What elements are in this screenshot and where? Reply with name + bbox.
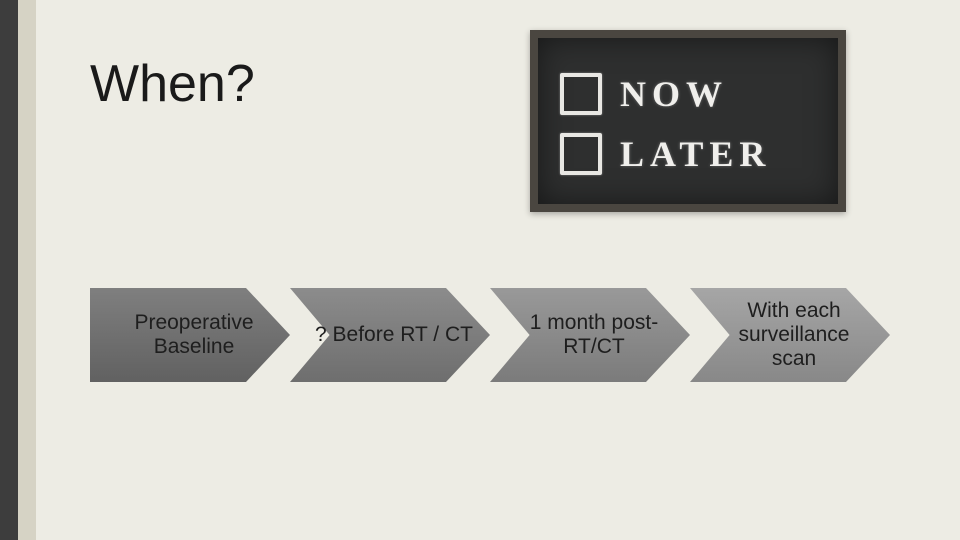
chalk-option-later: LATER	[560, 133, 820, 175]
chalk-label: NOW	[620, 73, 728, 115]
checkbox-icon	[560, 73, 602, 115]
process-chevron-strip: Preoperative Baseline? Before RT / CT1 m…	[90, 288, 890, 382]
process-step: 1 month post-RT/CT	[490, 288, 690, 382]
left-accent-rail	[0, 0, 36, 540]
process-step-label: 1 month post-RT/CT	[490, 311, 690, 359]
rail-bar-dark	[0, 0, 18, 540]
process-step-label: With each surveillance scan	[690, 299, 890, 371]
checkbox-icon	[560, 133, 602, 175]
process-step-label: ? Before RT / CT	[291, 323, 489, 347]
slide-title: When?	[90, 54, 255, 114]
process-step-label: Preoperative Baseline	[90, 311, 290, 359]
chalk-label: LATER	[620, 133, 771, 175]
process-step: ? Before RT / CT	[290, 288, 490, 382]
process-step: With each surveillance scan	[690, 288, 890, 382]
process-step: Preoperative Baseline	[90, 288, 290, 382]
chalk-option-now: NOW	[560, 73, 820, 115]
rail-bar-light	[18, 0, 36, 540]
chalkboard-image: NOW LATER	[530, 30, 846, 212]
